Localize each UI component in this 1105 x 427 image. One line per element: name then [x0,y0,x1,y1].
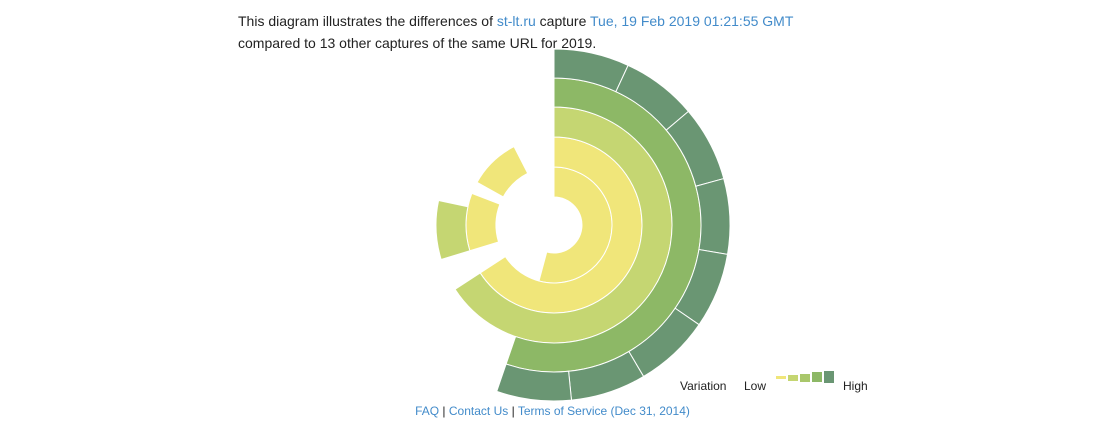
footer-separator: | [439,404,449,418]
sunburst-segment-level2-3[interactable] [476,145,529,198]
sunburst-segment-level5-4[interactable] [695,177,731,255]
intro-paragraph: This diagram illustrates the differences… [238,10,878,54]
legend-swatch-3 [800,374,810,382]
faq-link[interactable]: FAQ [415,404,440,418]
footer: FAQ | Contact Us | Terms of Service (Dec… [0,404,1105,418]
terms-of-service-link[interactable]: Terms of Service (Dec 31, 2014) [517,404,690,418]
sunburst-segment-level5-8[interactable] [496,363,573,402]
legend-swatch-5 [824,371,834,383]
intro-text-before: This diagram illustrates the differences… [238,13,497,29]
intro-text-middle: capture [535,13,590,29]
legend-high-label: High [843,379,868,393]
legend-swatch-1 [776,376,786,379]
intro-text-after: compared to 13 other captures of the sam… [238,35,597,51]
legend-swatch-4 [812,372,822,382]
site-link[interactable]: st-lt.ru [496,13,536,29]
capture-timestamp-link[interactable]: Tue, 19 Feb 2019 01:21:55 GMT [590,13,794,29]
contact-us-link[interactable]: Contact Us [448,404,509,418]
sunburst-segment-level2-2[interactable] [465,192,501,252]
legend-title: Variation [680,379,727,393]
sunburst-segment-level3-2[interactable] [435,199,471,261]
footer-separator: | [508,404,518,418]
legend-swatch-2 [788,375,798,381]
legend-low-label: Low [744,379,767,393]
